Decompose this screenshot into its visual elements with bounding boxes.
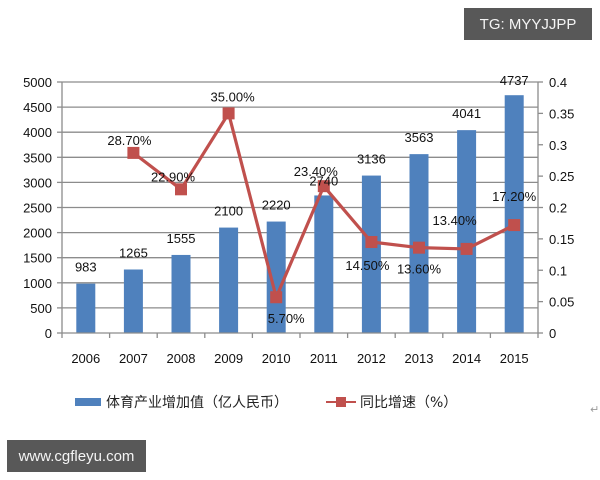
bar [171,254,191,333]
watermark-site-badge: www.cgfleyu.com [7,440,146,472]
bar-value-label: 2740 [309,173,338,188]
line-series [127,107,521,304]
line-value-label: 14.50% [345,258,390,273]
data-labels: 983 1265 1555 2100 2220 2740 3136 3563 4041 4737 2… [75,73,537,326]
line-value-label: 23.40% [294,164,339,179]
x-axis-tick-label: 2006 [71,351,100,366]
line-value-label: 13.60% [397,262,442,277]
line-marker-swatch-icon [326,396,356,408]
left-axis-tick-label: 4500 [23,100,52,115]
x-axis-tick-label: 2009 [214,351,243,366]
x-axis-tick-label: 2007 [119,351,148,366]
right-axis-tick-label: 0.15 [549,232,574,247]
line-value-label: 5.70% [268,311,305,326]
legend-item-bar: 体育产业增加值（亿人民币） [75,392,288,412]
left-axis-tick-label: 2000 [23,226,52,241]
line-marker [317,180,330,193]
legend-line-label: 同比增速（%） [360,395,458,411]
bar [457,130,477,333]
bar-value-label: 2220 [262,198,291,213]
line-marker [508,219,521,232]
x-axis-tick-label: 2013 [405,351,434,366]
bar-value-label: 983 [75,260,97,275]
right-axis-tick-label: 0.2 [549,201,567,216]
right-axis-tick-label: 0.1 [549,263,567,278]
bar [123,269,143,333]
bar [266,221,286,333]
line-marker [365,236,378,249]
right-axis-tick-label: 0.35 [549,106,574,121]
bar [76,283,96,333]
left-axis-tick-label: 2500 [23,201,52,216]
x-axis-tick-label: 2008 [167,351,196,366]
axes: 0 500 1000 1500 2000 2500 3000 3500 4000 4500 5000… [23,75,574,366]
line-marker [413,241,425,254]
bar-value-label: 1265 [119,245,148,260]
left-axis-tick-label: 500 [30,301,52,316]
right-axis-tick-label: 0.3 [549,138,567,153]
bar-value-label: 2100 [214,204,243,219]
left-axis-tick-label: 3000 [23,175,52,190]
chart-legend: 体育产业增加值（亿人民币） 同比增速（%） [75,392,495,412]
bar [504,95,524,333]
right-axis-tick-label: 0.05 [549,295,574,310]
left-axis-tick-label: 4000 [23,125,52,140]
x-axis-tick-label: 2014 [452,351,481,366]
line-marker [127,146,140,159]
left-axis-tick-label: 3500 [23,150,52,165]
return-mark-icon: ↵ [590,403,600,416]
bar-value-label: 4041 [452,106,481,121]
x-axis-tick-label: 2010 [262,351,291,366]
left-axis-tick-label: 1000 [23,276,52,291]
bar-value-label: 4737 [500,73,529,88]
bar-value-label: 3563 [405,130,434,145]
line-value-label: 35.00% [211,89,256,104]
legend-item-line: 同比增速（%） [326,392,457,412]
left-axis-tick-label: 5000 [23,75,52,90]
watermark-tg-badge: TG: MYYJJPP [464,8,592,40]
x-axis-tick-label: 2012 [357,351,386,366]
line-marker [270,291,283,304]
bar-value-label: 1555 [167,231,196,246]
bar-swatch-icon [75,398,101,406]
line-marker [460,242,473,255]
legend-bar-label: 体育产业增加值（亿人民币） [106,395,288,411]
x-axis-tick-label: 2011 [310,351,338,366]
right-axis-tick-label: 0 [549,326,556,341]
right-axis-tick-label: 0.25 [549,169,574,184]
line-value-label: 22.90% [151,169,196,184]
bar-value-label: 3136 [357,152,386,167]
right-axis-tick-label: 0.4 [549,75,567,90]
line-value-label: 17.20% [492,189,537,204]
bar [314,195,334,333]
bar [361,175,381,333]
line-value-label: 13.40% [433,213,478,228]
x-axis-tick-label: 2015 [500,351,529,366]
line-marker [222,107,235,120]
bar [219,227,239,333]
left-axis-tick-label: 1500 [23,251,52,266]
line-value-label: 28.70% [107,133,152,148]
line-marker [175,183,187,196]
left-axis-tick-label: 0 [45,326,52,341]
